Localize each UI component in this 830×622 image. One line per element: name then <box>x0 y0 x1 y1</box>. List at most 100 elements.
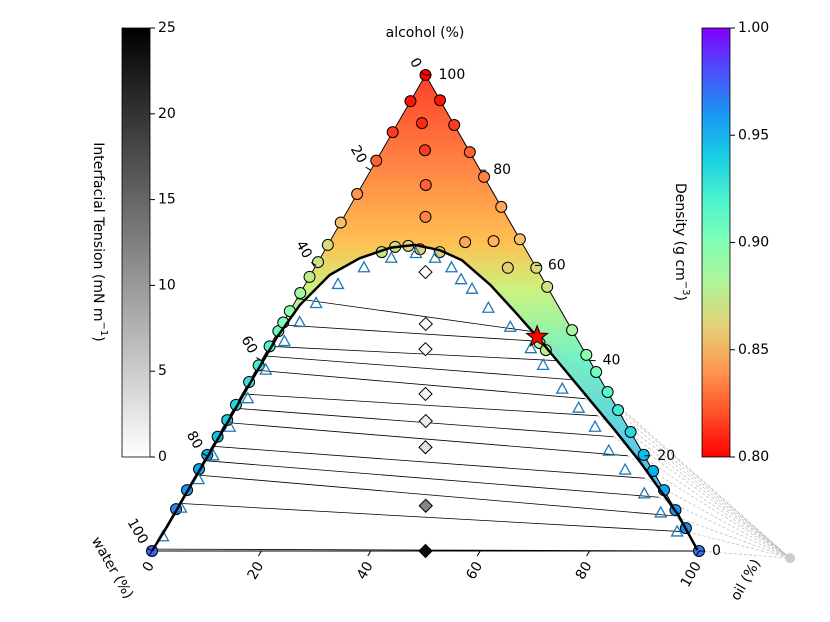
alcohol-tick-label: 60 <box>548 257 566 273</box>
colorbar-tick-label: 5 <box>158 363 167 379</box>
alcohol-tick-label: 100 <box>439 67 466 83</box>
water-tick <box>256 357 262 362</box>
tie-line <box>179 503 689 533</box>
density-colorbar <box>701 27 731 458</box>
binodal-point <box>309 296 323 309</box>
tie-line-extension <box>687 531 791 559</box>
alcohol-tick-label: 80 <box>493 162 511 178</box>
binodal-point <box>618 462 632 475</box>
density-point <box>637 448 650 461</box>
water-axis-label: water (%) <box>88 534 136 601</box>
colorbar-tick-label: 20 <box>158 106 176 122</box>
oil-tick <box>367 550 372 557</box>
density-point <box>351 188 364 200</box>
binodal-point <box>481 300 496 313</box>
binodal-point <box>670 524 684 537</box>
density-point <box>541 280 554 293</box>
water-tick-label: 60 <box>238 333 261 356</box>
oil-tick-label: 0 <box>140 559 158 575</box>
density-point <box>386 126 399 139</box>
tie-line-extension <box>535 331 791 559</box>
tie-line-midpoint <box>418 498 433 513</box>
water-tick <box>310 261 317 266</box>
density-point <box>415 117 428 130</box>
tie-line <box>281 324 543 342</box>
tie-line-midpoint <box>418 440 433 455</box>
density-point <box>487 235 500 248</box>
binodal-point <box>428 250 442 263</box>
alcohol-tick-label: 0 <box>712 543 721 559</box>
binodal-point <box>602 443 616 456</box>
density-point <box>404 95 417 108</box>
binodal-point <box>588 419 602 432</box>
tie-line <box>212 445 645 479</box>
oil-tick-label: 100 <box>678 559 705 590</box>
colorbar-tick-label: 15 <box>158 192 176 208</box>
water-tick-label: 100 <box>124 516 151 547</box>
binodal-point <box>536 358 550 371</box>
colorbar-tick-label: 0.80 <box>738 449 769 465</box>
tie-line-extension <box>556 360 791 559</box>
tie-line-extension <box>585 398 791 559</box>
tie-line-midpoint <box>418 543 433 559</box>
binodal-point <box>357 260 371 273</box>
binodal-point <box>206 448 220 461</box>
density-point <box>419 210 432 223</box>
binodal-point <box>524 341 538 354</box>
binodal-curve <box>150 243 699 552</box>
density-point <box>433 94 446 107</box>
binodal-point <box>444 260 459 273</box>
binodal-point <box>277 334 291 347</box>
binodal-point <box>454 272 468 285</box>
plait-point <box>525 324 549 347</box>
alcohol-axis-label: alcohol (%) <box>386 25 465 41</box>
density-point <box>590 366 603 379</box>
water-tick <box>365 166 372 171</box>
colorbar-tick-label: 0.95 <box>738 127 769 143</box>
density-point <box>418 144 431 157</box>
colorbar-tick-label: 0.85 <box>738 342 769 358</box>
convergence-point <box>785 553 796 564</box>
tie-line-midpoint <box>418 386 433 402</box>
density-point <box>478 170 491 183</box>
tie-line <box>195 474 673 517</box>
ift-colorbar-label: Interfacial Tension (mN m−1) <box>90 142 109 341</box>
oil-tick <box>148 550 153 557</box>
binodal-point <box>465 281 479 294</box>
density-point <box>580 348 593 361</box>
density-point <box>530 261 543 274</box>
density-point <box>334 216 347 229</box>
colorbar-tick-label: 0.90 <box>738 235 769 251</box>
water-tick <box>201 452 207 457</box>
tie-line <box>255 369 586 400</box>
oil-tick-label: 40 <box>354 559 377 582</box>
colorbar-tick-label: 25 <box>158 20 176 36</box>
binodal-point <box>503 319 517 332</box>
tie-line-midpoint <box>418 413 433 429</box>
tie-line <box>203 460 659 498</box>
water-tick-label: 80 <box>183 428 206 451</box>
label-text: Interfacial Tension (mN m <box>90 142 106 321</box>
density-point <box>539 344 552 357</box>
colorbar-tick-label: 10 <box>158 277 176 293</box>
density-point <box>495 200 508 213</box>
label-sup: −3 <box>680 281 691 296</box>
binodal-point <box>293 315 307 328</box>
binodal-point <box>637 486 651 499</box>
binodal-point <box>331 277 345 290</box>
binodal-point <box>409 246 423 259</box>
tie-line-midpoint <box>418 264 433 280</box>
density-point <box>448 118 461 131</box>
density-surface <box>280 75 699 551</box>
tie-line-extension <box>698 550 791 559</box>
label-end: ) <box>672 296 688 301</box>
oil-tick-label: 60 <box>463 559 486 582</box>
density-point <box>601 386 614 399</box>
water-tick <box>420 71 426 76</box>
label-text: Density (g cm <box>672 183 688 281</box>
density-point <box>624 426 637 438</box>
density-point <box>566 324 579 337</box>
water-tick-label: 40 <box>292 238 315 261</box>
